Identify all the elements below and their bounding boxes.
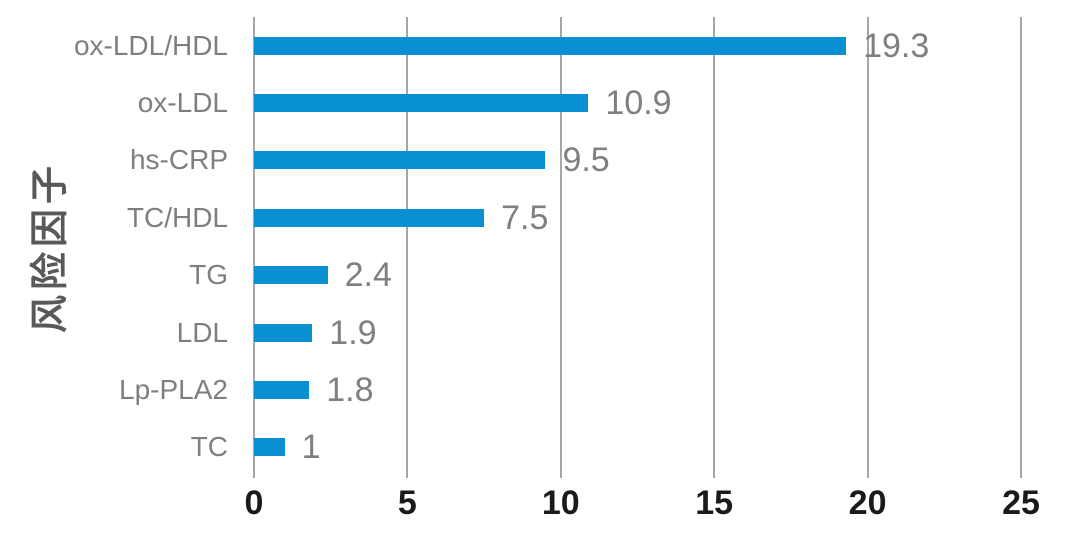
bar <box>254 151 546 170</box>
x-tick-label: 25 <box>1002 484 1040 522</box>
bar-rows: 19.3 10.9 9.5 7.5 2.4 1.9 1.8 1 <box>254 17 1021 476</box>
value-label: 19.3 <box>863 26 930 65</box>
category-label: Lp-PLA2 <box>119 373 228 405</box>
bar <box>254 36 847 55</box>
bar <box>254 380 310 399</box>
bar-row: 7.5 <box>254 189 1021 246</box>
bar-row: 1.9 <box>254 304 1021 361</box>
category-label: TC/HDL <box>126 201 228 233</box>
x-axis: 0 5 10 15 20 25 <box>245 483 1040 527</box>
x-tick-label: 0 <box>244 484 264 522</box>
bar <box>254 208 485 227</box>
value-label: 1.8 <box>326 370 374 409</box>
category-label: TC <box>190 431 228 463</box>
value-label: 1.9 <box>329 313 377 352</box>
bar <box>254 323 313 342</box>
bar-row: 19.3 <box>254 17 1021 74</box>
category-label: ox-LDL <box>137 87 228 119</box>
value-label: 9.5 <box>562 141 610 180</box>
category-label: LDL <box>176 316 228 348</box>
x-tick-label: 20 <box>848 484 887 522</box>
bar-row: 10.9 <box>254 74 1021 131</box>
value-label: 10.9 <box>605 84 672 123</box>
x-tick-label: 10 <box>541 484 580 522</box>
bar <box>254 94 589 113</box>
value-label: 2.4 <box>344 256 392 295</box>
value-label: 1 <box>301 428 321 467</box>
bar-row: 1.8 <box>254 361 1021 418</box>
category-label: TG <box>189 259 228 291</box>
bar-row: 1 <box>254 419 1021 476</box>
category-label: ox-LDL/HDL <box>73 29 228 61</box>
x-tick-label: 5 <box>397 484 417 522</box>
category-label: hs-CRP <box>129 144 228 176</box>
bar <box>254 438 285 457</box>
bar-row: 9.5 <box>254 132 1021 189</box>
value-label: 7.5 <box>501 198 549 237</box>
category-axis: ox-LDL/HDL ox-LDL hs-CRP TC/HDL TG LDL Lp-PLA2… <box>0 17 228 476</box>
x-tick-label: 15 <box>695 484 734 522</box>
plot-area: 19.3 10.9 9.5 7.5 2.4 1.9 1.8 1 <box>253 17 1022 478</box>
bar-row: 2.4 <box>254 247 1021 304</box>
bar <box>254 266 328 285</box>
